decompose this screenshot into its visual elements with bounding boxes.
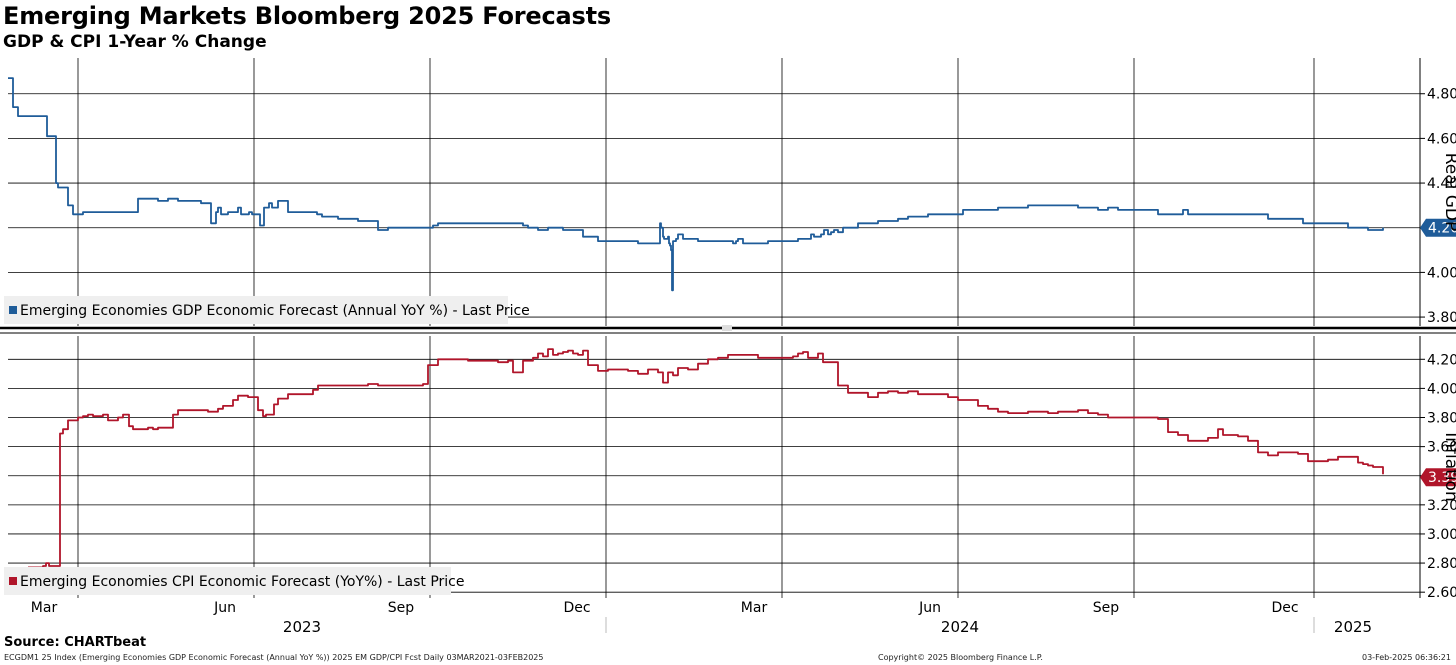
series-line-top [8,77,458,231]
last-value-label: 4.20 [1428,221,1456,237]
series-line-bottom [28,348,1384,569]
last-value-tag [1420,468,1456,487]
y-tick-label: 3.80 [1427,411,1456,427]
footer-timestamp: 03-Feb-2025 06:36:21 [1362,653,1451,662]
y-tick-label: 2.60 [1427,585,1456,601]
last-value-tag [1420,218,1456,237]
series-line-top-cont [458,204,1384,292]
legend-swatch [9,306,17,314]
y-tick-label: 4.20 [1427,352,1456,368]
x-tick-label: Jun [213,600,236,616]
y-tick-label: 3.20 [1427,498,1456,514]
panel-bottom: 2.602.803.003.203.403.603.804.004.203.39… [4,336,1456,601]
x-tick-label: Mar [31,600,58,616]
last-value-label: 3.39 [1428,470,1456,486]
legend: Emerging Economies GDP Economic Forecast… [4,296,530,324]
chart-subtitle: GDP & CPI 1-Year % Change [3,32,267,52]
legend-background [4,296,508,324]
y-tick-label: 2.80 [1427,556,1456,572]
legend: Emerging Economies CPI Economic Forecast… [4,567,465,595]
x-tick-label: Dec [563,600,590,616]
y-tick-label: 4.00 [1427,381,1456,397]
legend-background [4,567,451,595]
y-tick-label: 3.00 [1427,527,1456,543]
panel-divider-handle [722,325,732,331]
footer-index-description: ECGDM1 25 Index (Emerging Economies GDP … [4,653,544,662]
x-tick-label: Jun [918,600,941,616]
y-tick-label: 4.00 [1427,265,1456,281]
y-axis-title: Inflation [1441,432,1456,501]
y-tick-label: 3.60 [1427,440,1456,456]
legend-swatch [9,577,17,585]
y-tick-label: 4.60 [1427,131,1456,147]
legend-label: Emerging Economies GDP Economic Forecast… [20,303,530,319]
footer-copyright: Copyright© 2025 Bloomberg Finance L.P. [878,653,1043,662]
x-tick-label: Mar [741,600,768,616]
chart-title: Emerging Markets Bloomberg 2025 Forecast… [3,2,611,30]
source-label: Source: CHARTbeat [4,635,147,650]
legend-label: Emerging Economies CPI Economic Forecast… [20,574,465,590]
x-year-label: 2023 [283,618,321,636]
y-tick-label: 4.80 [1427,87,1456,103]
y-axis-title: Real GDP [1441,153,1456,232]
x-year-label: 2024 [941,618,979,636]
y-tick-label: 4.40 [1427,176,1456,192]
y-tick-label: 3.80 [1427,310,1456,326]
x-tick-label: Sep [1093,600,1120,616]
x-year-label: 2025 [1334,618,1372,636]
x-tick-label: Dec [1271,600,1298,616]
x-tick-label: Sep [388,600,415,616]
